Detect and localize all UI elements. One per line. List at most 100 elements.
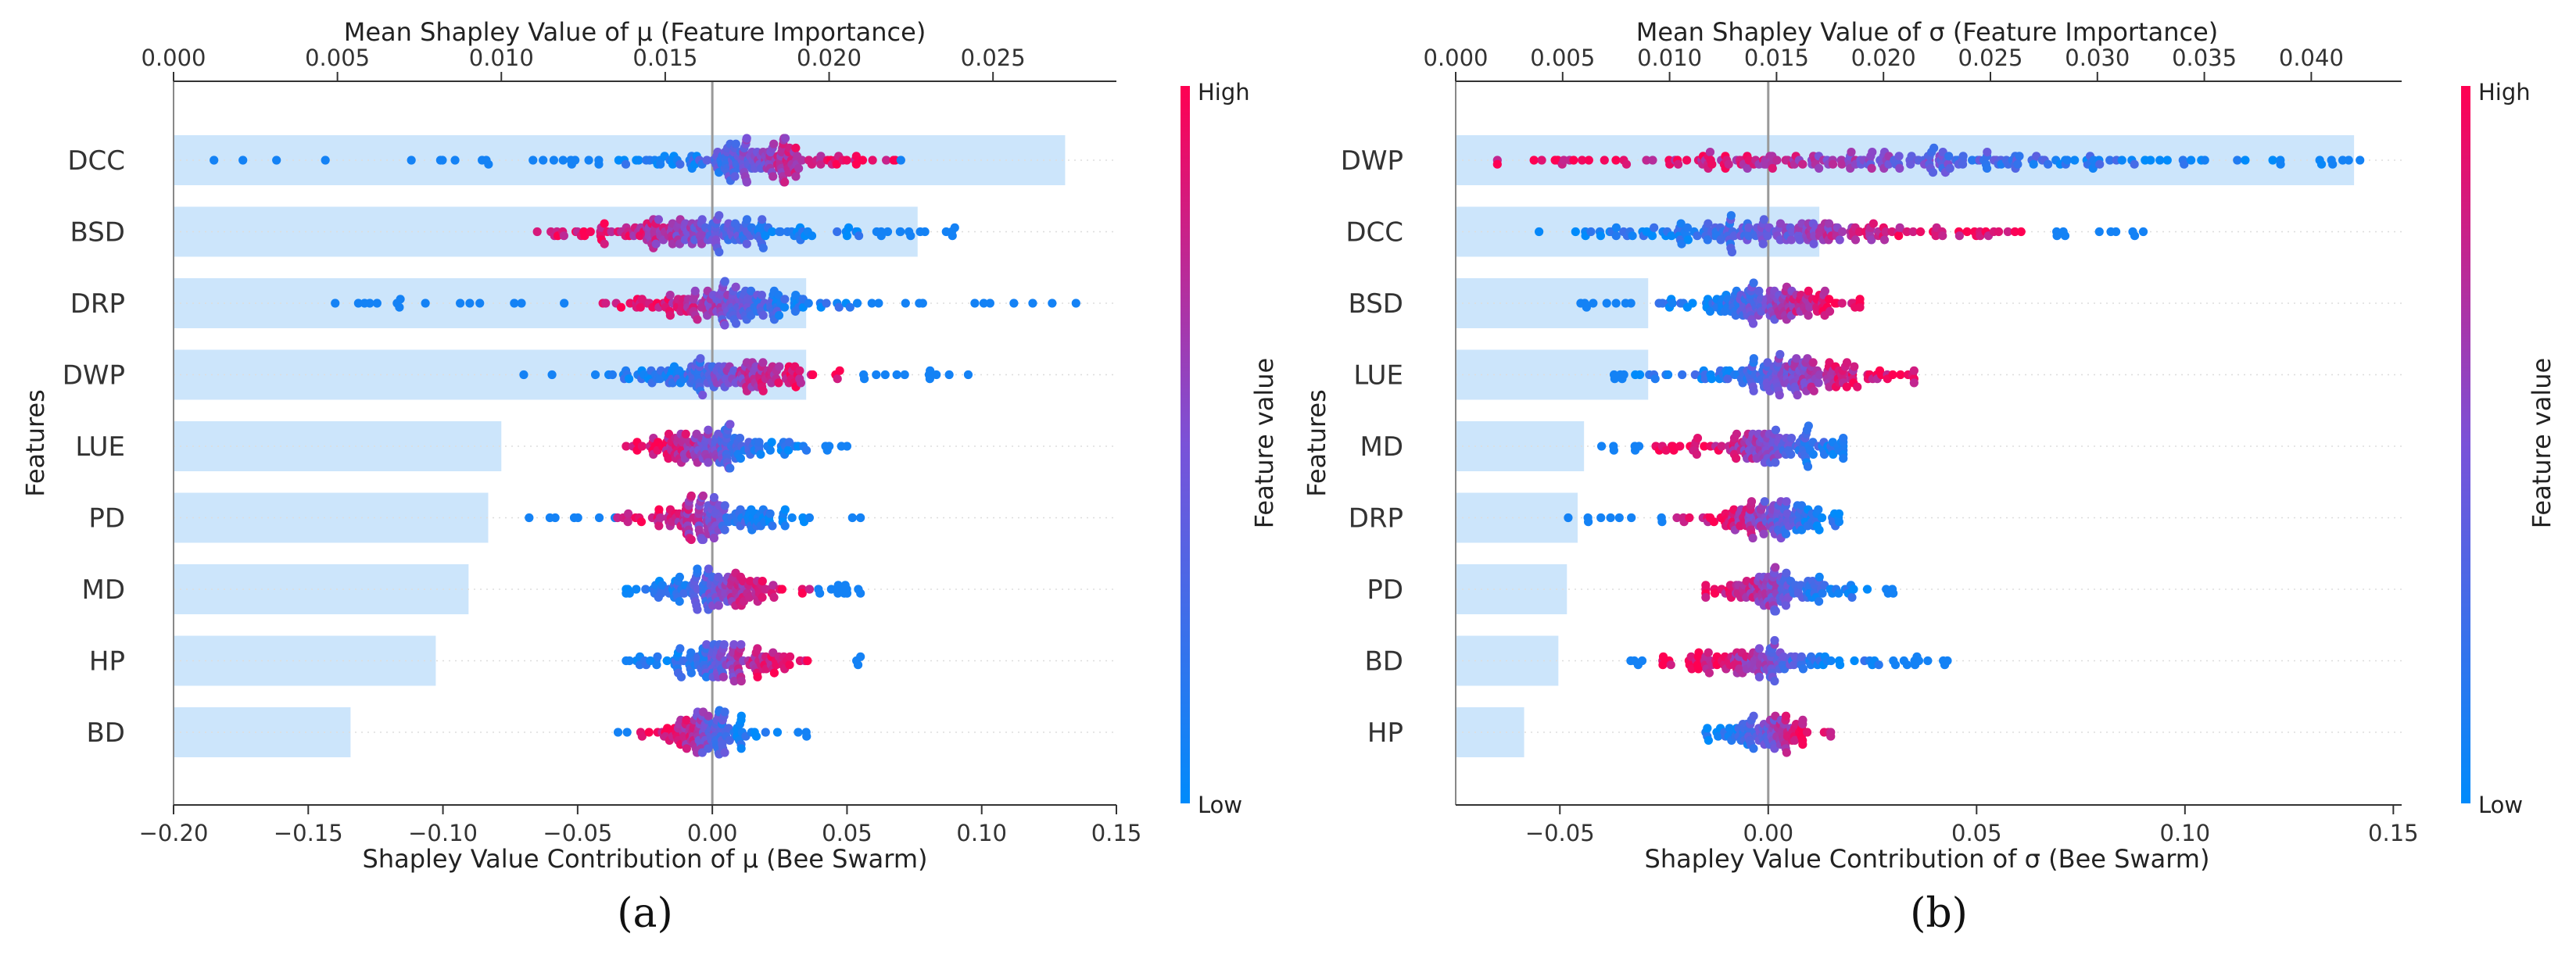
swarm-point (654, 505, 664, 514)
swarm-point (613, 728, 623, 737)
swarm-point (757, 291, 766, 300)
swarm-point (1650, 223, 1659, 232)
swarm-point (1839, 454, 1848, 463)
swarm-point (791, 172, 801, 181)
swarm-point (729, 640, 739, 649)
swarm-point (1760, 497, 1769, 506)
swarm-point (594, 159, 604, 169)
swarm-point (1614, 513, 1624, 523)
swarm-point (559, 231, 568, 241)
swarm-point (1628, 231, 1637, 241)
swarm-point (1586, 227, 1596, 237)
feature-label-drp: DRP (1349, 503, 1403, 535)
swarm-point (769, 172, 778, 181)
swarm-point (1879, 235, 1890, 245)
swarm-point (1809, 386, 1818, 395)
swarm-point (438, 156, 447, 165)
panel-b-top-title: Mean Shapley Value of σ (Feature Importa… (1636, 17, 2219, 47)
swarm-point (1804, 421, 1813, 431)
swarm-point (1529, 156, 1539, 165)
swarm-point (853, 660, 863, 670)
swarm-point (794, 163, 804, 173)
bottom-tick-label: 0.15 (1091, 820, 1142, 846)
swarm-point (1658, 660, 1668, 670)
swarm-point (731, 319, 741, 328)
swarm-point (657, 588, 666, 598)
bottom-tick-label: 0.00 (1743, 820, 1793, 846)
swarm-point (774, 291, 783, 300)
swarm-point (2187, 156, 2196, 165)
swarm-point (1798, 715, 1807, 725)
swarm-point (1954, 231, 1964, 241)
swarm-point (1923, 656, 1933, 666)
swarm-point (1839, 434, 1848, 443)
swarm-point (1744, 231, 1754, 241)
swarm-point (1009, 299, 1019, 308)
swarm-point (1824, 219, 1834, 228)
swarm-point (779, 302, 790, 312)
swarm-point (754, 438, 764, 447)
swarm-point (816, 159, 826, 169)
swarm-point (851, 152, 861, 161)
swarm-point (720, 501, 729, 510)
swarm-point (1754, 286, 1764, 295)
swarm-point (657, 581, 667, 590)
swarm-point (1815, 163, 1824, 173)
swarm-point (720, 277, 729, 286)
swarm-point (720, 320, 729, 330)
swarm-point (594, 513, 604, 523)
swarm-point (742, 134, 751, 143)
swarm-point (372, 299, 382, 308)
swarm-point (704, 458, 713, 467)
swarm-point (1726, 211, 1736, 220)
swarm-point (1678, 370, 1687, 380)
panel-a-bottom-ticks: −0.20 −0.15 −0.10 −0.05 0.00 0.05 0.10 0.15 (139, 805, 1142, 846)
swarm-point (702, 156, 711, 165)
swarm-point (693, 605, 702, 614)
swarm-point (753, 672, 762, 681)
swarm-point (803, 656, 812, 666)
swarm-point (787, 513, 797, 523)
swarm-point (1724, 159, 1733, 169)
feature-label-hp: HP (89, 646, 125, 678)
swarm-point (847, 513, 857, 523)
feature-label-lue: LUE (75, 431, 125, 463)
swarm-point (1627, 513, 1636, 523)
bottom-tick-label: −0.05 (543, 820, 612, 846)
swarm-point (851, 159, 861, 169)
top-tick-label: 0.040 (2279, 45, 2344, 71)
swarm-point (519, 370, 528, 380)
panel-a-xlabel: Shapley Value Contribution of μ (Bee Swa… (363, 844, 928, 874)
swarm-point (1938, 231, 1947, 241)
swarm-point (867, 299, 876, 308)
swarm-point (1749, 278, 1758, 288)
swarm-point (1835, 660, 1845, 670)
swarm-point (1673, 159, 1683, 169)
swarm-point (825, 442, 834, 451)
swarm-point (1675, 442, 1685, 451)
swarm-point (539, 156, 548, 165)
swarm-point (1626, 299, 1636, 308)
swarm-point (2138, 227, 2148, 237)
swarm-point (1945, 163, 1954, 173)
swarm-point (675, 572, 684, 582)
swarm-point (1754, 644, 1764, 653)
swarm-point (742, 239, 751, 249)
panel-a-caption: (a) (617, 890, 673, 937)
swarm-point (1749, 354, 1758, 363)
swarm-point (772, 728, 783, 737)
swarm-point (475, 299, 485, 308)
swarm-point (676, 672, 686, 681)
swarm-point (571, 156, 580, 165)
swarm-point (1853, 382, 1862, 392)
swarm-point (950, 223, 959, 232)
swarm-point (1814, 505, 1823, 514)
swarm-point (1717, 442, 1726, 451)
swarm-point (547, 370, 557, 380)
swarm-point (590, 370, 600, 380)
swarm-point (1908, 227, 1918, 237)
swarm-point (2043, 159, 2053, 169)
importance-bar-hp (174, 635, 436, 686)
swarm-point (1596, 442, 1607, 451)
